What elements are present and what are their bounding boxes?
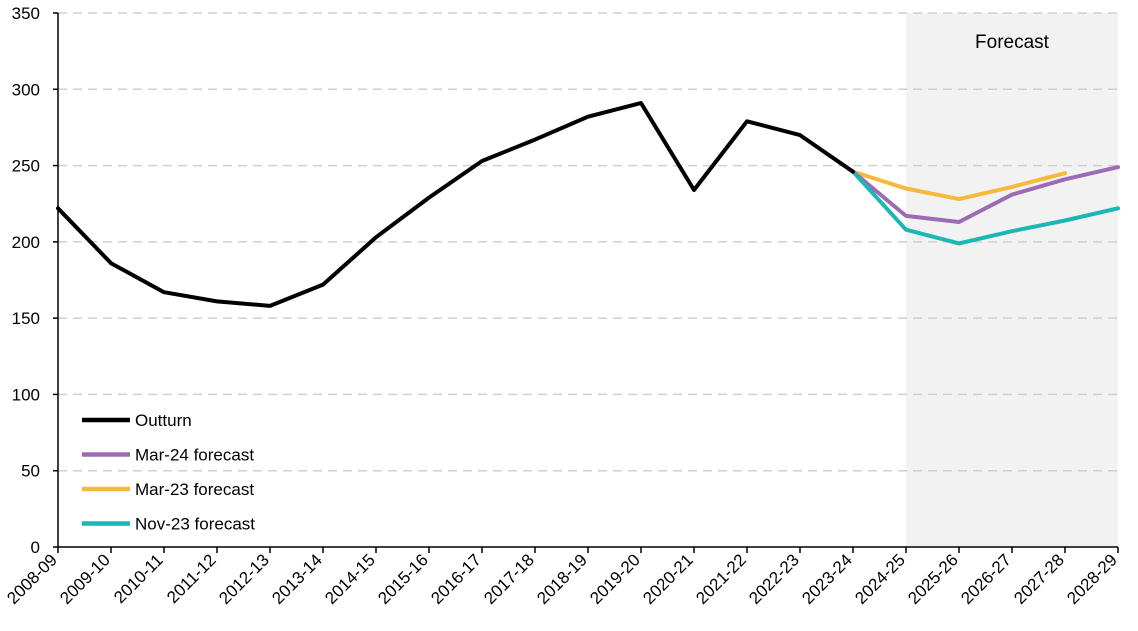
y-tick-label: 300 xyxy=(12,80,40,99)
y-tick-label: 350 xyxy=(12,4,40,23)
x-tick-label: 2023-24 xyxy=(798,550,856,608)
series-line-mar-23-forecast xyxy=(851,169,1067,202)
legend-label: Mar-23 forecast xyxy=(135,480,254,499)
y-tick-label: 50 xyxy=(21,462,40,481)
x-tick-label: 2019-20 xyxy=(586,550,644,608)
legend-label: Mar-24 forecast xyxy=(135,446,254,465)
x-tick-label: 2011-12 xyxy=(163,550,220,607)
x-tick-label: 2018-19 xyxy=(533,550,591,608)
x-tick-label: 2017-18 xyxy=(480,550,538,608)
x-tick-label: 2009-10 xyxy=(56,550,114,608)
legend-label: Nov-23 forecast xyxy=(135,515,255,534)
y-tick-label: 150 xyxy=(12,309,40,328)
y-tick-label: 250 xyxy=(12,157,40,176)
legend-label: Outturn xyxy=(135,411,192,430)
series-line-mar-24-forecast xyxy=(851,165,1120,224)
x-tick-label: 2014-15 xyxy=(321,550,379,608)
x-tick-label: 2015-16 xyxy=(374,550,432,608)
series-line-outturn xyxy=(56,101,855,308)
x-tick-label: 2013-14 xyxy=(268,550,326,608)
x-tick-label: 2027-28 xyxy=(1010,550,1068,608)
x-tick-label: 2026-27 xyxy=(957,550,1015,608)
x-tick-label: 2020-21 xyxy=(639,550,697,608)
y-tick-label: 200 xyxy=(12,233,40,252)
x-tick-label: 2016-17 xyxy=(427,550,485,608)
x-tick-label: 2021-22 xyxy=(692,550,750,608)
y-tick-label: 100 xyxy=(12,385,40,404)
x-tick-label: 2022-23 xyxy=(745,550,803,608)
series-line-nov-23-forecast xyxy=(851,169,1120,246)
forecast-region xyxy=(906,13,1118,547)
x-tick-label: 2012-13 xyxy=(215,550,273,608)
x-tick-label: 2028-29 xyxy=(1063,550,1121,608)
forecast-label: Forecast xyxy=(975,32,1050,53)
x-tick-label: 2010-11 xyxy=(110,550,167,607)
y-tick-label: 0 xyxy=(31,538,40,557)
x-tick-label: 2024-25 xyxy=(851,550,909,608)
x-tick-label: 2008-09 xyxy=(3,550,61,608)
x-tick-label: 2025-26 xyxy=(904,550,962,608)
